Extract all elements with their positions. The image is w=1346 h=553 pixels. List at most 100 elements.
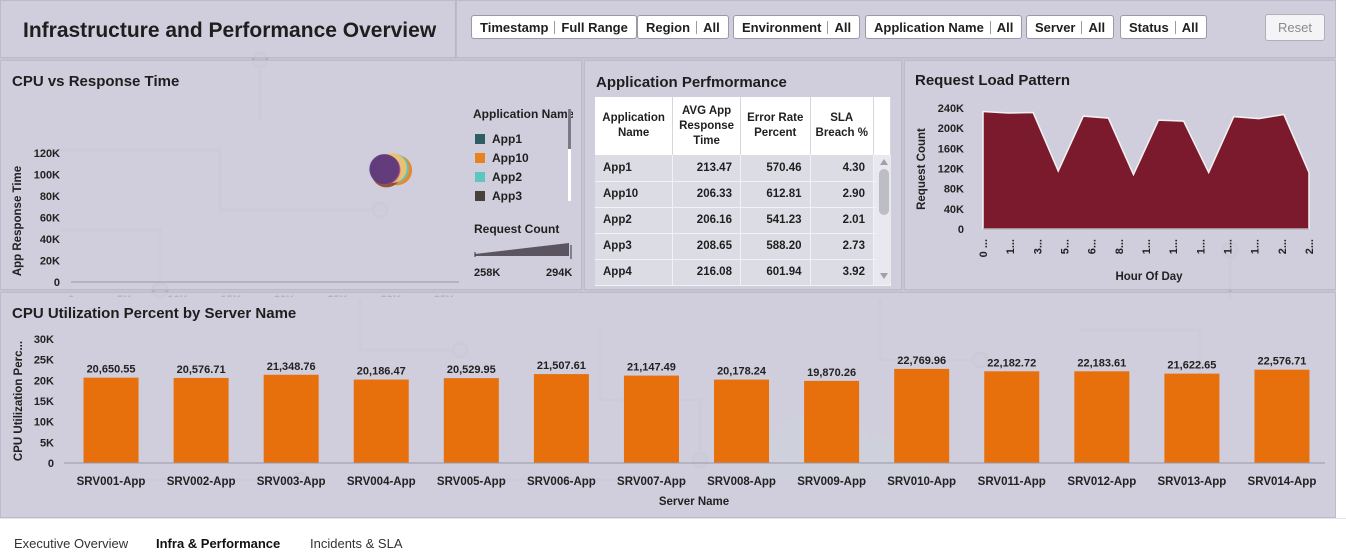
load-area-chart[interactable]: 0 40K 80K 120K 160K 200K 240K 0 ... 1... 3... 5...… [905, 61, 1335, 289]
scatter-chart[interactable]: 020K40K60K80K100K120K05K10K15K20K25K30K3… [1, 69, 461, 297]
filter-timestamp[interactable]: Timestamp Full Range [471, 15, 637, 39]
bar[interactable] [1254, 369, 1310, 463]
filter-status[interactable]: Status All [1120, 15, 1208, 39]
page-tabs: Executive Overview Infra & Performance I… [0, 518, 1346, 553]
legend-swatch [475, 190, 485, 201]
table-scrollbar[interactable] [877, 157, 891, 283]
x-tick-label: SRV003-App [257, 476, 326, 488]
column-header[interactable]: Application Name [595, 97, 674, 155]
filter-application-name[interactable]: Application Name All [865, 15, 1023, 39]
data-label: 22,183.61 [1077, 357, 1126, 369]
table-cell: 612.81 [740, 181, 811, 208]
filter-server[interactable]: Server All [1026, 15, 1115, 39]
x-tick-label: 6... [1087, 239, 1099, 254]
column-header[interactable]: Error Rate Percent [740, 97, 811, 155]
bar[interactable] [714, 379, 770, 463]
bar[interactable] [533, 374, 589, 463]
table-cell: App3 [595, 233, 674, 260]
filter-environment[interactable]: Environment All [733, 15, 861, 39]
x-tick-label: SRV012-App [1067, 476, 1136, 488]
bar[interactable] [173, 377, 229, 463]
table-row[interactable]: App4 216.08 601.94 3.92 [595, 259, 892, 286]
bar[interactable] [804, 380, 860, 463]
column-header[interactable]: AVG App Response Time [672, 97, 741, 155]
filter-bar: Timestamp Full Range Region All Environmen… [456, 0, 1336, 58]
table-cell: 2.01 [810, 207, 874, 234]
x-tick-label: 1... [1168, 239, 1180, 254]
tab-executive-overview[interactable]: Executive Overview [14, 536, 129, 551]
bar[interactable] [443, 378, 499, 463]
legend-item[interactable]: App2 [473, 167, 573, 186]
column-header[interactable]: SLA Breach % [810, 97, 874, 155]
dashboard-canvas: Infrastructure and Performance Overview … [0, 0, 1336, 518]
y-tick-label: 25K [34, 355, 54, 367]
x-tick-label: 2... [1277, 239, 1289, 254]
bar[interactable] [353, 379, 409, 463]
filter-label: Region [646, 20, 691, 35]
x-tick-label: 1... [1195, 239, 1207, 254]
filter-label: Status [1129, 20, 1169, 35]
bar[interactable] [984, 371, 1040, 463]
legend-scrollbar[interactable] [568, 109, 571, 201]
table-row[interactable]: App3 208.65 588.20 2.73 [595, 233, 892, 260]
x-tick-label: SRV002-App [167, 476, 236, 488]
table-row[interactable]: App2 206.16 541.23 2.01 [595, 207, 892, 234]
reset-button[interactable]: Reset [1265, 14, 1325, 41]
filter-value: All [1088, 20, 1106, 35]
legend-item[interactable]: App10 [473, 148, 573, 167]
y-tick-label: 15K [34, 396, 54, 408]
x-tick-label: SRV013-App [1157, 476, 1226, 488]
panel-title: CPU vs Response Time [12, 73, 180, 90]
x-tick-label: 5... [1060, 239, 1072, 254]
size-legend-min: 258K [474, 267, 501, 279]
cpu-by-server-panel: CPU Utilization Percent by Server Name 0… [0, 292, 1336, 518]
data-label: 21,622.65 [1167, 360, 1216, 372]
table-cell: App1 [595, 155, 674, 182]
x-tick-label: 1... [1141, 239, 1153, 254]
table-body: App1 213.47 570.46 4.30 App10 206.33 612.81 2.9… [595, 155, 892, 286]
bar[interactable] [1164, 373, 1220, 463]
x-tick-label: SRV011-App [978, 476, 1046, 488]
bar[interactable] [894, 368, 950, 463]
bar[interactable] [623, 375, 679, 463]
y-axis-label: App Response Time [12, 166, 24, 276]
table-row[interactable]: App1 213.47 570.46 4.30 [595, 155, 892, 182]
area-series[interactable] [982, 110, 1310, 230]
legend-list: App1 App10 App2 App3 [473, 129, 573, 203]
bar[interactable] [263, 374, 319, 463]
data-label: 21,507.61 [537, 360, 586, 372]
table-cell: App2 [595, 207, 674, 234]
panel-title: CPU Utilization Percent by Server Name [12, 305, 297, 322]
legend-item[interactable]: App1 [473, 129, 573, 148]
filter-value: All [996, 20, 1014, 35]
x-tick-label: 2... [1304, 239, 1316, 254]
y-tick-label: 10K [34, 417, 54, 429]
bar[interactable] [83, 377, 139, 463]
tab-infra-performance[interactable]: Infra & Performance [156, 536, 281, 551]
x-tick-label: SRV010-App [887, 476, 956, 488]
y-tick-label: 5K [40, 437, 54, 449]
server-bar-chart[interactable]: 0 5K 10K 15K 20K 25K 30K 20,650.55 SRV001-App 20,… [1, 293, 1335, 517]
legend-label: App10 [492, 150, 529, 165]
scroll-up-icon[interactable] [880, 159, 888, 165]
y-tick-label: 40K [944, 204, 964, 216]
tab-incidents-sla[interactable]: Incidents & SLA [310, 536, 403, 551]
legend-scroll-thumb[interactable] [568, 109, 571, 149]
filter-label: Application Name [874, 20, 984, 35]
scroll-thumb[interactable] [879, 169, 889, 215]
filter-region[interactable]: Region All [637, 15, 729, 39]
scatter-point[interactable] [369, 154, 400, 185]
data-label: 20,576.71 [177, 364, 226, 376]
data-label: 22,769.96 [897, 355, 946, 367]
bar[interactable] [1074, 371, 1130, 463]
size-legend-title: Request Count [474, 222, 560, 236]
x-tick-label: SRV001-App [77, 476, 146, 488]
table-row[interactable]: App10 206.33 612.81 2.90 [595, 181, 892, 208]
y-tick-label: 240K [938, 103, 964, 115]
scroll-down-icon[interactable] [880, 273, 888, 279]
y-tick-label: 0 [958, 224, 964, 236]
cpu-vs-response-panel: CPU vs Response Time 0 20K 40K 60K 80K 100K 12… [0, 60, 582, 297]
legend-item[interactable]: App3 [473, 186, 573, 203]
panel-title: Request Load Pattern [915, 72, 1071, 89]
scatter-legend: Application Name App1 App10 App2 App3 [473, 107, 573, 203]
